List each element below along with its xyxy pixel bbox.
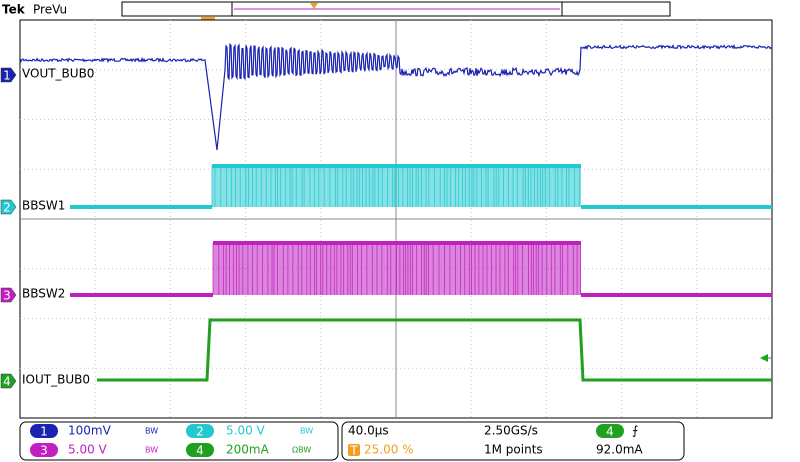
channel-number: 2	[3, 201, 11, 215]
channel-chip-number: 2	[196, 425, 204, 439]
channel-status-box	[19, 421, 339, 461]
bandwidth-icon: BW	[300, 427, 313, 436]
channel-scale: 100mV	[68, 424, 112, 438]
channel-scale: 5.00 V	[226, 424, 266, 438]
channel-marker	[0, 199, 17, 215]
wave-ch3-low2	[581, 293, 772, 297]
channel-label: IOUT_BUB0	[22, 373, 90, 387]
wave-ch3-low	[70, 293, 213, 297]
bandwidth-icon: BW	[145, 446, 158, 455]
bandwidth-icon: ΩBW	[292, 446, 311, 455]
channel-chip	[186, 424, 214, 438]
record-trigger	[310, 3, 318, 9]
channel-label: BBSW2	[22, 287, 65, 301]
channel-labels: 1 VOUT_BUB0 2 BBSW1 3 BBSW2 4 IOUT_BUB0	[0, 67, 94, 389]
wave-ch2-low2	[581, 205, 772, 209]
brand: Tek	[2, 3, 26, 17]
channel-scale: 5.00 V	[68, 443, 108, 457]
channel-number: 3	[3, 289, 11, 303]
wave-ch3-high	[213, 241, 581, 245]
wave-ch2-fill	[212, 166, 581, 207]
mode: PreVu	[33, 3, 67, 17]
channel-label: BBSW1	[22, 199, 65, 213]
channel-label: VOUT_BUB0	[22, 67, 94, 81]
channel-chip-number: 3	[40, 444, 48, 458]
trigger-slope: ⨍	[632, 424, 638, 438]
channel-scale: 200mA	[226, 443, 270, 457]
channel-number: 1	[3, 69, 11, 83]
trigger-level: 92.0mA	[596, 443, 643, 457]
channel-chip	[596, 424, 624, 438]
channel-marker	[0, 67, 17, 83]
wave-ch2-high	[212, 164, 581, 168]
channel-chip	[186, 443, 214, 457]
wave-ch1	[19, 42, 773, 151]
timebase: 40.0µs	[348, 424, 389, 438]
channel-marker	[0, 373, 17, 389]
waveforms	[19, 42, 773, 382]
channel-chip	[30, 443, 58, 457]
trigger-pos-icon-bg	[348, 444, 360, 456]
channel-chip-number: 4	[196, 444, 204, 458]
channel-number: 4	[3, 375, 11, 389]
channel-chip-number: 1	[40, 425, 48, 439]
sample-rate: 2.50GS/s	[484, 424, 538, 438]
channel-chip	[30, 424, 58, 438]
status: 1 100mV BW 2 5.00 V BW 3 5.00 V BW 4 200mA ΩBW 40.0µ…	[30, 424, 643, 458]
trigger-position: 25.00 %	[364, 443, 414, 457]
wave-ch4	[97, 318, 772, 382]
trigger-pos-icon: T	[349, 444, 358, 458]
wave-ch2-low	[70, 205, 212, 209]
channel-chip-number: 4	[606, 425, 614, 439]
wave-ch3-edges	[212, 243, 581, 295]
wave-ch2-edges	[211, 166, 580, 207]
record-length: 1M points	[484, 443, 543, 457]
channel-marker	[0, 287, 17, 303]
bandwidth-icon: BW	[145, 427, 158, 436]
